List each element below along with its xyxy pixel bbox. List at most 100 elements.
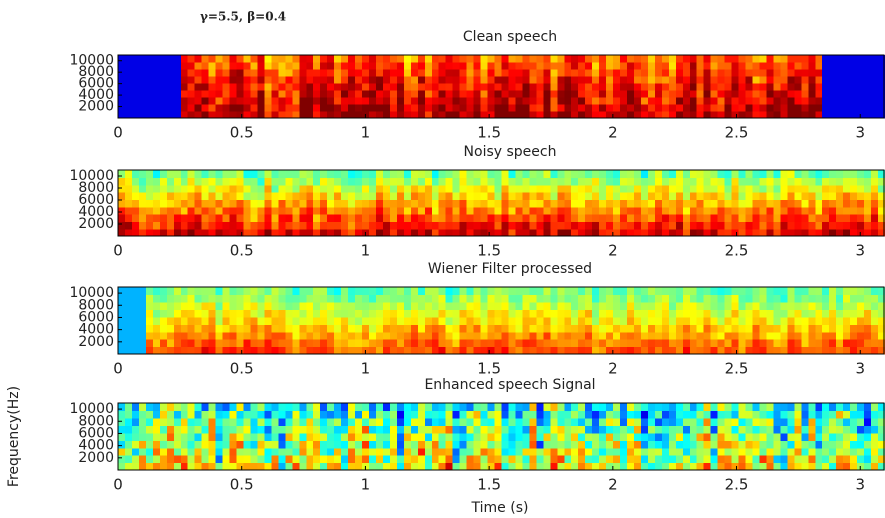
spectrogram-cell (237, 332, 245, 340)
spectrogram-cell (592, 440, 600, 448)
spectrogram-cell (515, 76, 523, 84)
spectrogram-cell (613, 229, 621, 237)
spectrogram-cell (202, 69, 210, 77)
spectrogram-cell (376, 97, 384, 105)
spectrogram-cell (822, 309, 830, 317)
spectrogram-cell (648, 425, 656, 433)
spectrogram-cell (557, 229, 565, 237)
spectrogram-cell (780, 324, 788, 332)
spectrogram-cell (502, 440, 510, 448)
spectrogram-cell (348, 55, 356, 63)
spectrogram-cell (334, 90, 342, 98)
spectrogram (118, 170, 885, 237)
spectrogram-cell (578, 455, 586, 463)
spectrogram-cell (439, 170, 447, 178)
spectrogram-cell (857, 294, 865, 302)
spectrogram-cell (627, 425, 635, 433)
spectrogram-cell (857, 207, 865, 215)
spectrogram-cell (613, 177, 621, 185)
spectrogram-cell (418, 339, 426, 347)
spectrogram-cell (341, 287, 349, 295)
spectrogram-cell (725, 440, 733, 448)
spectrogram-cell (153, 410, 161, 418)
spectrogram-cell (634, 229, 642, 237)
spectrogram-cell (662, 170, 670, 178)
spectrogram-cell (223, 425, 231, 433)
spectrogram-cell (160, 207, 168, 215)
spectrogram-cell (732, 69, 740, 77)
spectrogram-cell (585, 76, 593, 84)
spectrogram-cell (209, 104, 217, 112)
spectrogram-cell (118, 229, 126, 237)
spectrogram-cell (515, 425, 523, 433)
spectrogram-cell (508, 347, 516, 355)
spectrogram-cell (139, 448, 147, 456)
spectrogram-cell (529, 339, 537, 347)
spectrogram-cell (167, 410, 175, 418)
spectrogram-cell (606, 97, 614, 105)
spectrogram-cell (773, 185, 781, 193)
spectrogram-cell (627, 214, 635, 222)
spectrogram-cell (271, 192, 279, 200)
spectrogram-cell (502, 62, 510, 70)
spectrogram-cell (669, 97, 677, 105)
spectrogram-cell (146, 55, 154, 63)
spectrogram-cell (390, 177, 398, 185)
spectrogram-cell (306, 177, 314, 185)
spectrogram-cell (383, 76, 391, 84)
spectrogram-cell (787, 403, 795, 411)
spectrogram-cell (181, 463, 189, 471)
spectrogram-cell (662, 302, 670, 310)
spectrogram-cell (780, 111, 788, 119)
spectrogram-cell (557, 207, 565, 215)
spectrogram-cell (753, 55, 761, 63)
spectrogram-cell (787, 207, 795, 215)
spectrogram-cell (759, 229, 767, 237)
spectrogram-cell (662, 410, 670, 418)
spectrogram-cell (167, 433, 175, 441)
spectrogram-cell (418, 433, 426, 441)
spectrogram-cell (522, 287, 530, 295)
spectrogram-cell (557, 199, 565, 207)
spectrogram-cell (153, 418, 161, 426)
spectrogram-cell (348, 332, 356, 340)
spectrogram-cell (313, 111, 321, 119)
spectrogram-cell (864, 433, 872, 441)
spectrogram-cell (753, 97, 761, 105)
spectrogram-cell (188, 403, 196, 411)
spectrogram-cell (341, 455, 349, 463)
spectrogram-cell (655, 440, 663, 448)
spectrogram-cell (181, 339, 189, 347)
spectrogram-cell (690, 448, 698, 456)
spectrogram-cell (404, 324, 412, 332)
spectrogram-cell (474, 192, 482, 200)
spectrogram-cell (634, 448, 642, 456)
spectrogram-cell (871, 309, 879, 317)
spectrogram-cell (181, 347, 189, 355)
spectrogram-cell (139, 55, 147, 63)
spectrogram-cell (460, 111, 468, 119)
spectrogram-cell (257, 207, 265, 215)
spectrogram-cell (794, 229, 802, 237)
spectrogram-cell (697, 207, 705, 215)
spectrogram-cell (313, 339, 321, 347)
spectrogram-cell (299, 214, 307, 222)
spectrogram-cell (725, 425, 733, 433)
spectrogram-cell (606, 76, 614, 84)
spectrogram-cell (446, 90, 454, 98)
spectrogram-cell (564, 104, 572, 112)
spectrogram-cell (871, 55, 879, 63)
spectrogram-cell (292, 76, 300, 84)
spectrogram-cell (446, 170, 454, 178)
spectrogram-cell (592, 463, 600, 471)
spectrogram-cell (690, 83, 698, 91)
spectrogram-cell (453, 410, 461, 418)
spectrogram-cell (362, 425, 370, 433)
spectrogram-cell (746, 214, 754, 222)
spectrogram-cell (209, 425, 217, 433)
spectrogram-cell (411, 199, 419, 207)
spectrogram-cell (725, 403, 733, 411)
spectrogram-cell (411, 207, 419, 215)
spectrogram-cell (390, 287, 398, 295)
spectrogram-cell (390, 463, 398, 471)
